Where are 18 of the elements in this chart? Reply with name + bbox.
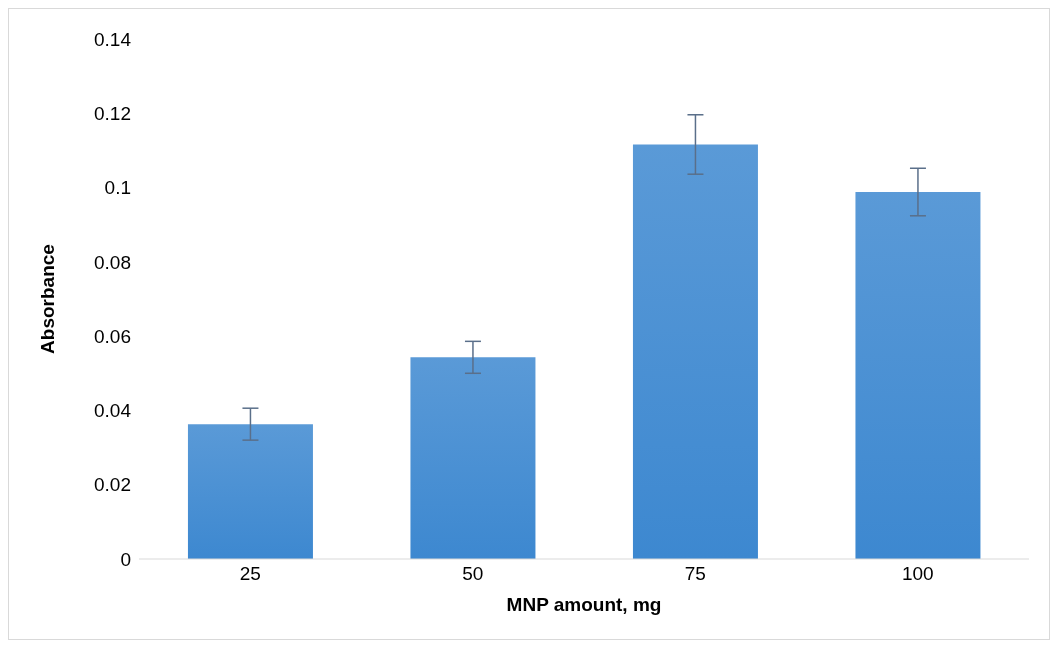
y-tick-label: 0.14 <box>94 28 132 50</box>
y-tick-label: 0 <box>120 548 131 570</box>
y-tick-label: 0.1 <box>104 177 131 199</box>
y-tick-label: 0.12 <box>94 103 131 125</box>
x-tick-label: 100 <box>901 563 934 585</box>
bar <box>632 144 758 559</box>
x-axis-title: MNP amount, mg <box>506 594 662 615</box>
bar <box>855 192 981 559</box>
x-tick-label: 75 <box>684 563 706 585</box>
bar <box>187 424 313 559</box>
y-axis-title: Absorbance <box>36 244 58 354</box>
y-tick-label: 0.04 <box>94 400 132 422</box>
x-tick-label: 50 <box>462 563 484 585</box>
y-tick-label: 0.08 <box>94 251 131 273</box>
y-tick-label: 0.02 <box>94 474 131 496</box>
x-tick-label: 25 <box>239 563 261 585</box>
y-tick-label: 0.06 <box>94 325 131 347</box>
bar <box>410 357 536 559</box>
